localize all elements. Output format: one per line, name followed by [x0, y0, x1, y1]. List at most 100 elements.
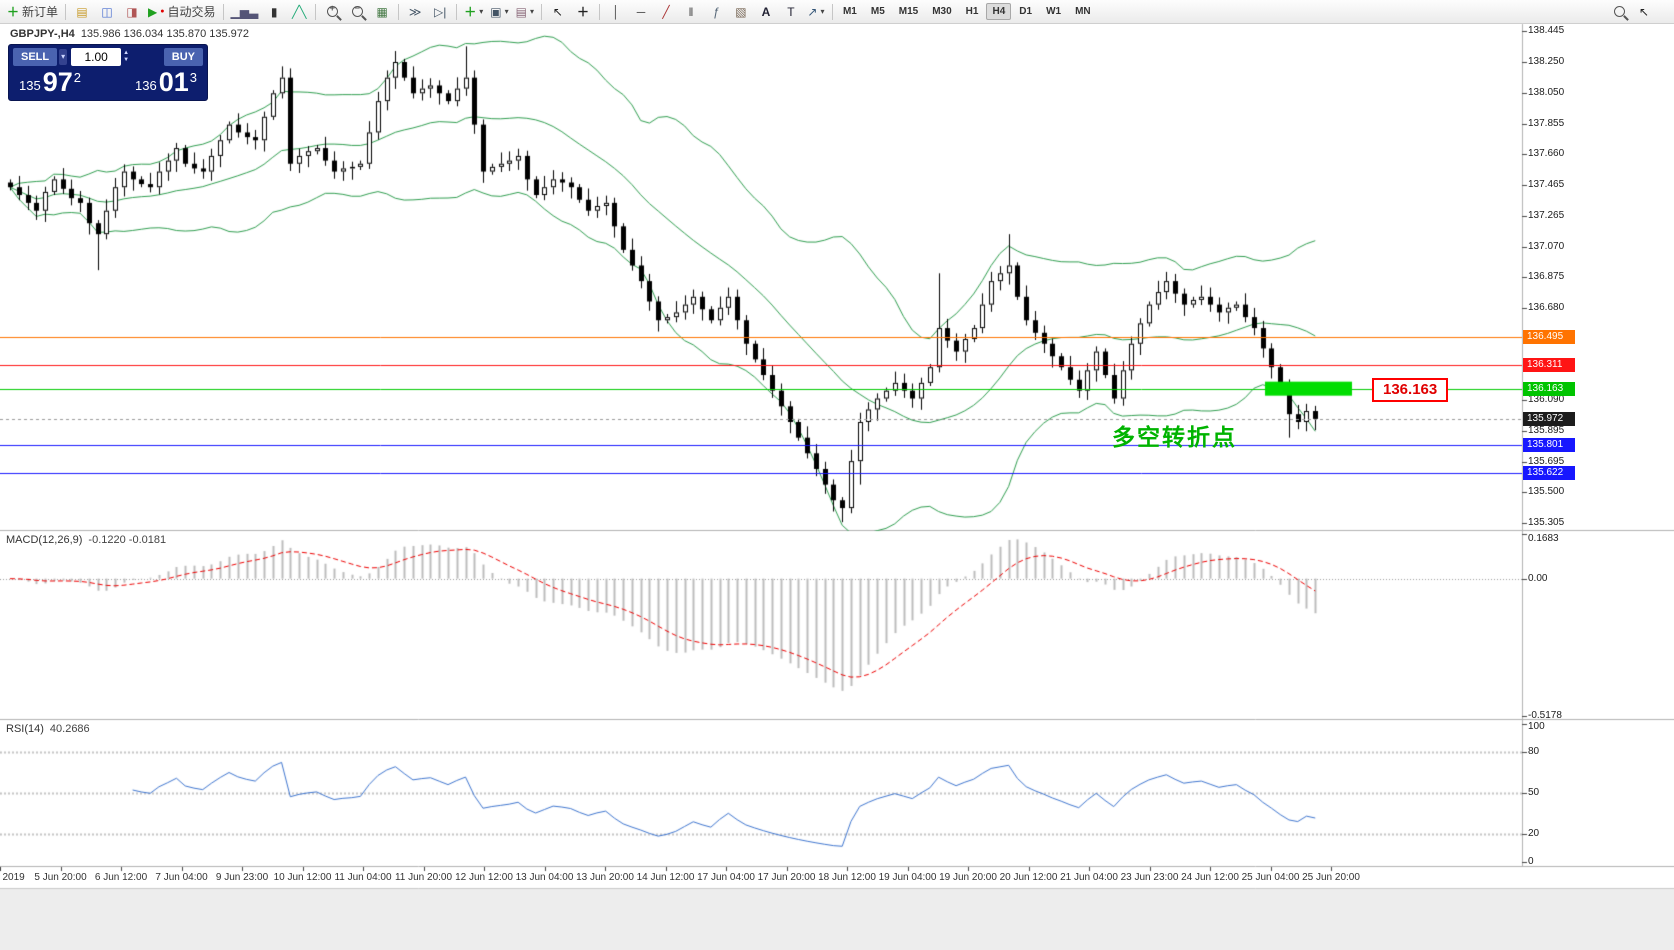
toolbar-separator [222, 3, 224, 20]
rsi-label: RSI(14) 40.2686 [6, 723, 90, 735]
vline-tool-button[interactable]: │ [604, 2, 628, 22]
label-tool-button[interactable]: T [779, 2, 803, 22]
grid-button[interactable]: ▦ [370, 2, 394, 22]
fibonacci-tool-button[interactable]: ƒ [704, 2, 728, 22]
chart-shift-button[interactable]: ▷| [428, 2, 452, 22]
indicators-button[interactable]: ＋ ▾ [461, 2, 486, 22]
cursor-icon: ↖ [552, 4, 563, 19]
timeframe-D1[interactable]: D1 [1019, 6, 1033, 17]
dropdown-caret-icon: ▾ [504, 6, 509, 16]
timeframe-MN[interactable]: MN [1075, 6, 1091, 17]
grid-icon: ▦ [376, 4, 388, 19]
toolbar-separator [598, 3, 600, 20]
buy-price-prefix: 136 [135, 78, 157, 93]
timeframe-W1[interactable]: W1 [1046, 6, 1062, 17]
sell-button[interactable]: SELL [13, 48, 58, 66]
timeframe-H4[interactable]: H4 [986, 3, 1012, 20]
new-order-label: 新订单 [22, 5, 59, 19]
label-tool-icon: T [787, 4, 795, 19]
bar-chart-icon: ▁▅▃ [230, 4, 259, 19]
templates-icon: ▤ [515, 4, 527, 19]
sell-price-prefix: 135 [19, 78, 41, 93]
timeframe-M15[interactable]: M15 [898, 6, 919, 17]
vertical-line-icon: │ [612, 4, 620, 19]
macd-label: MACD(12,26,9) -0.1220 -0.0181 [6, 534, 166, 546]
main-toolbar: ＋ 新订单 ▤ ◫ ◨ ▶ ● 自动交易 ▁▅▃ ▮ ╱╲ + − ▦ ≫ ▷|… [0, 0, 1674, 24]
profile-icon: ◫ [101, 4, 113, 19]
autotrade-label: 自动交易 [167, 5, 216, 19]
autotrade-play-icon: ▶ [148, 4, 158, 19]
sell-price[interactable]: 135 97 2 [19, 69, 81, 96]
toolbar-separator [398, 3, 400, 20]
text-tool-icon: A [761, 4, 771, 19]
zoom-in-button[interactable]: + [320, 2, 344, 22]
pointer-button[interactable]: ↖ [1632, 2, 1656, 22]
macd-name: MACD(12,26,9) [6, 534, 83, 546]
timeframe-group: M1 M5 M15 M30 H1 H4 D1 W1 MN [837, 3, 1097, 20]
symbol-name: GBPJPY-,H4 [10, 28, 75, 40]
periods-button[interactable]: ▣ ▾ [487, 2, 511, 22]
rsi-value: 40.2686 [49, 723, 90, 735]
buy-button[interactable]: BUY [163, 48, 203, 66]
periods-icon: ▣ [490, 4, 502, 19]
fibonacci-icon: ƒ [712, 4, 720, 19]
toolbar-separator [315, 3, 317, 20]
trade-controls-row: SELL ▾ 1.00 ▲ ▼ BUY [9, 45, 207, 69]
line-chart-button[interactable]: ╱╲ [287, 2, 311, 22]
templates-button[interactable]: ▤ ▾ [513, 2, 537, 22]
bar-chart-button[interactable]: ▁▅▃ [228, 2, 262, 22]
arrows-icon: ↗ [807, 4, 818, 19]
timeframe-H1[interactable]: H1 [965, 6, 979, 17]
stepper-up-icon[interactable]: ▲ [123, 50, 130, 57]
buy-price[interactable]: 136 01 3 [135, 69, 197, 96]
market-watch-button[interactable]: ◨ [120, 2, 144, 22]
search-button[interactable] [1607, 2, 1631, 22]
macd-values: -0.1220 -0.0181 [88, 534, 167, 546]
toolbar-separator [831, 3, 833, 20]
candlestick-button[interactable]: ▮ [262, 2, 286, 22]
price-level-label[interactable]: 136.163 [1372, 378, 1449, 402]
auto-scroll-button[interactable]: ≫ [403, 2, 427, 22]
shapes-icon: ▧ [735, 4, 747, 19]
auto-scroll-icon: ≫ [408, 4, 422, 19]
new-order-button[interactable]: ＋ 新订单 [4, 2, 61, 22]
timeframe-M1[interactable]: M1 [842, 6, 857, 17]
trade-prices-row: 135 97 2 136 01 3 [9, 69, 207, 100]
crosshair-tool-button[interactable]: ＋ [571, 2, 595, 22]
trendline-icon: ╱ [662, 4, 670, 19]
sell-price-sup: 2 [73, 70, 81, 85]
zoom-in-icon: + [326, 3, 338, 17]
rsi-name: RSI(14) [6, 723, 44, 735]
toolbar-separator [65, 3, 67, 20]
timeframe-M5[interactable]: M5 [870, 6, 885, 17]
volume-input[interactable]: 1.00 [71, 48, 122, 66]
trendline-tool-button[interactable]: ╱ [654, 2, 678, 22]
one-click-trading-panel: SELL ▾ 1.00 ▲ ▼ BUY 135 97 2 136 01 3 [8, 44, 208, 101]
autotrade-button[interactable]: ▶ ● 自动交易 [145, 2, 218, 22]
dropdown-caret-icon: ▾ [820, 6, 825, 16]
sell-dropdown-icon[interactable]: ▾ [59, 49, 68, 65]
new-order-plus-icon: ＋ [7, 4, 20, 19]
stepper-down-icon[interactable]: ▼ [123, 57, 130, 63]
arrows-tool-button[interactable]: ↗ ▾ [804, 2, 828, 22]
horizontal-line-icon: ─ [636, 4, 646, 19]
text-tool-button[interactable]: A [754, 2, 778, 22]
turning-point-annotation[interactable]: 多空转折点 [1112, 424, 1237, 450]
hline-tool-button[interactable]: ─ [629, 2, 653, 22]
profile-button[interactable]: ◫ [95, 2, 119, 22]
chart-title: GBPJPY-,H4 135.986 136.034 135.870 135.97… [10, 28, 249, 40]
zoom-out-button[interactable]: − [345, 2, 369, 22]
chart-window-button[interactable]: ▤ [70, 2, 94, 22]
cursor-tool-button[interactable]: ↖ [546, 2, 570, 22]
shapes-tool-button[interactable]: ▧ [729, 2, 753, 22]
autotrade-status-icon: ● [160, 8, 165, 15]
dropdown-caret-icon: ▾ [479, 6, 484, 16]
timeframe-M30[interactable]: M30 [932, 6, 952, 17]
toolbar-separator [456, 3, 458, 20]
search-icon [1613, 6, 1625, 17]
channel-tool-button[interactable]: ‖ [679, 2, 703, 22]
buy-price-sup: 3 [189, 70, 197, 85]
market-watch-icon: ◨ [126, 4, 138, 19]
sell-price-big: 97 [42, 67, 73, 97]
